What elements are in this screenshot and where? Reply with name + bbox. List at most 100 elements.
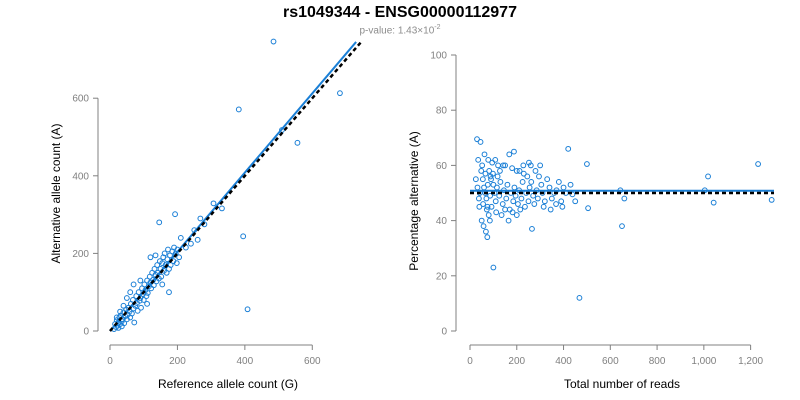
data-point xyxy=(117,308,124,315)
data-point xyxy=(485,156,492,163)
data-point xyxy=(537,162,544,169)
data-point xyxy=(480,223,487,230)
data-point xyxy=(558,198,565,205)
data-point xyxy=(483,206,490,213)
data-point xyxy=(483,228,489,235)
data-point xyxy=(555,179,562,185)
data-point xyxy=(164,256,171,263)
y-tick-label: 600 xyxy=(72,94,89,105)
data-point xyxy=(490,181,497,188)
data-point xyxy=(130,281,137,288)
data-point xyxy=(177,234,184,241)
x-tick-label: 400 xyxy=(555,356,572,367)
data-point xyxy=(489,159,496,166)
y-axis-label: Percentage alternative (A) xyxy=(407,131,421,270)
data-point xyxy=(113,314,120,321)
data-point xyxy=(532,168,539,174)
data-point xyxy=(524,173,531,180)
data-point xyxy=(505,217,512,224)
data-point xyxy=(137,277,144,284)
data-point xyxy=(538,181,545,188)
data-point xyxy=(517,206,524,213)
y-tick-label: 400 xyxy=(72,171,89,182)
p-value-text: p-value: 1.43×10 xyxy=(359,25,435,37)
data-point xyxy=(476,203,483,210)
data-point xyxy=(493,184,500,191)
data-point xyxy=(129,310,135,317)
y-tick-label: 100 xyxy=(430,51,447,62)
y-tick-label: 20 xyxy=(436,271,448,282)
data-point xyxy=(474,136,480,143)
x-tick-label: 1,000 xyxy=(691,356,716,367)
data-point xyxy=(134,307,141,314)
data-point xyxy=(567,181,574,188)
data-point xyxy=(480,201,486,207)
data-point xyxy=(516,168,523,174)
data-point xyxy=(540,203,547,210)
data-point xyxy=(188,240,194,247)
data-point xyxy=(768,197,775,203)
y-tick-label: 40 xyxy=(436,216,448,227)
data-point xyxy=(235,106,242,113)
data-point xyxy=(166,289,172,296)
data-point xyxy=(173,260,180,267)
y-tick-label: 60 xyxy=(436,161,448,172)
scatter-panel-2: 0 20 40 60 80 100 0 200 400 600 800 1,000 1,200 Total… xyxy=(407,51,775,391)
x-tick-label: 0 xyxy=(107,356,113,367)
data-point xyxy=(481,151,488,158)
data-point xyxy=(219,205,225,212)
data-point xyxy=(492,156,499,163)
data-point xyxy=(531,201,538,207)
data-point xyxy=(477,139,484,145)
data-point xyxy=(548,195,555,202)
data-point xyxy=(475,195,482,202)
data-point xyxy=(488,176,494,183)
x-tick-label: 1,200 xyxy=(738,356,763,367)
data-point xyxy=(494,173,501,180)
scatter-panel-1: 0 200 400 600 0 200 400 600 Reference allele cou… xyxy=(49,38,363,391)
data-point xyxy=(619,223,625,230)
data-point xyxy=(478,217,485,224)
data-point xyxy=(490,170,496,177)
data-point xyxy=(506,206,513,213)
data-point xyxy=(115,324,122,331)
data-point xyxy=(156,219,163,226)
data-point xyxy=(485,212,492,218)
data-point xyxy=(621,195,628,202)
data-point xyxy=(484,234,491,241)
chart-subtitle: p-value: 1.43×10-2 xyxy=(0,24,800,36)
data-point xyxy=(499,201,506,207)
data-point xyxy=(495,162,501,169)
data-point xyxy=(585,205,591,212)
x-tick-label: 800 xyxy=(649,356,666,367)
data-point xyxy=(172,211,178,218)
data-point xyxy=(479,162,486,169)
y-tick-label: 80 xyxy=(436,106,448,117)
data-point xyxy=(492,198,499,205)
data-point xyxy=(569,191,576,198)
data-point xyxy=(522,203,528,210)
data-point xyxy=(197,215,204,222)
data-point xyxy=(123,295,130,301)
x-tick-label: 0 xyxy=(467,356,473,367)
data-point xyxy=(576,294,583,301)
data-point xyxy=(705,173,711,180)
data-point xyxy=(534,195,541,202)
data-point xyxy=(755,161,761,167)
data-point xyxy=(488,203,495,210)
x-tick-label: 600 xyxy=(304,356,321,367)
data-point xyxy=(120,302,127,309)
data-point xyxy=(143,293,150,299)
data-point xyxy=(484,181,491,188)
data-point xyxy=(486,217,493,224)
data-point xyxy=(553,201,559,207)
data-point xyxy=(294,139,301,146)
data-point xyxy=(504,181,511,188)
data-point xyxy=(127,289,134,296)
data-point xyxy=(493,209,500,216)
data-point xyxy=(131,319,138,326)
data-point xyxy=(511,148,517,155)
data-point xyxy=(244,306,251,313)
data-point xyxy=(509,165,515,172)
x-axis-label: Total number of reads xyxy=(564,377,680,391)
